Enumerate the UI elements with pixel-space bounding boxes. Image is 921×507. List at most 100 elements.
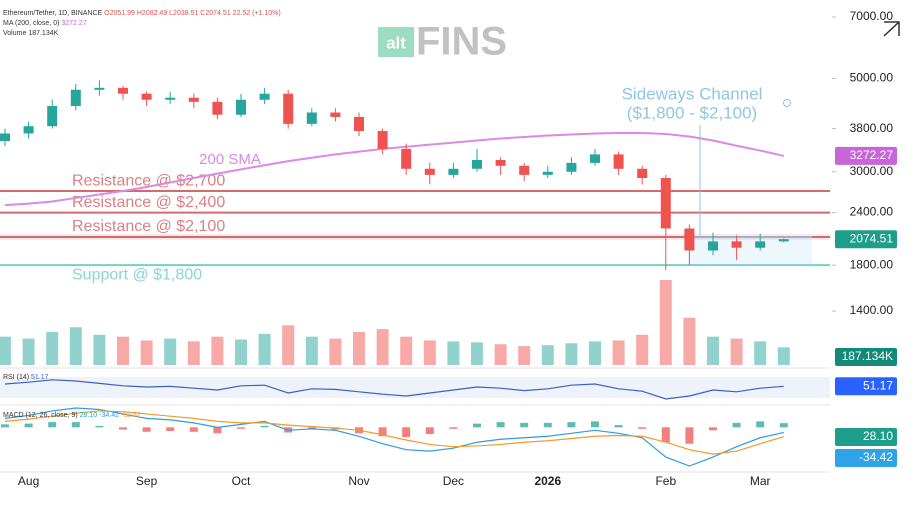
macd-histogram-bar [119,427,127,430]
macd-histogram-bar [685,427,694,444]
candle-body [495,160,506,166]
x-tick-label: Feb [655,474,676,488]
volume-bar [258,333,271,365]
candle-body [566,162,577,172]
level-label: Resistance @ $2,700 [72,172,225,189]
text-part: Volume [3,30,26,37]
volume-bar [329,338,342,365]
macd-histogram-bar [567,422,576,428]
x-tick-label: Mar [750,474,771,488]
candle-body [424,168,435,175]
volume-bar [376,329,389,365]
macd-last-label: -34.42 [859,450,893,464]
y-tick-label: 7000.00 [850,9,894,23]
candle-body [637,168,648,178]
text-part: 187.134K [28,30,58,37]
ma-last-label: 3272.27 [850,148,894,162]
candle-body [0,133,10,142]
y-tick-label: 2400.00 [850,205,894,219]
macd-legend: MACD (12, 26, close, 9) 28.10 -34.42 -62… [3,412,141,419]
volume-bar [400,336,413,365]
price-last-label: 2074.51 [850,231,894,245]
volume-bar [187,341,200,365]
volume-bar [754,341,767,365]
candle-body [212,101,223,115]
candle-body [778,239,789,242]
volume-bar [282,325,295,365]
channel-marker [783,99,791,107]
text-part: 51.17 [31,374,49,381]
text-part: RSI (14) [3,374,29,381]
x-tick-label: Sep [136,474,158,488]
volume-bar [636,334,649,365]
macd-histogram-bar [756,421,765,428]
macd-histogram-bar [520,422,529,428]
y-tick-label: 1800.00 [850,257,894,271]
candle-body [448,168,459,175]
macd-histogram-bar [473,423,481,428]
y-tick-label: 3800.00 [850,121,894,135]
ma-line [4,131,785,207]
candle-body [165,97,176,100]
volume-bar [353,331,365,365]
macd-histogram-bar [732,422,741,428]
candle-body [259,93,270,100]
volume-bar [541,345,554,365]
volume-bar [730,338,743,365]
macd-histogram-bar [425,427,434,435]
volume-bar [423,340,436,365]
axis-panel [832,0,921,507]
watermark-logo: alt FINS [378,20,507,64]
macd-histogram-bar [402,427,411,438]
candle-body [236,99,246,115]
volume-bar [471,342,483,365]
volume-last-label: 187.134K [842,349,893,363]
volume-bar [589,341,601,365]
candle-body [118,87,128,94]
volume-bar [659,280,672,365]
x-tick-label: Aug [18,474,39,488]
x-tick-label: Oct [232,474,251,488]
volume-bar [0,336,11,365]
macd-histogram-bar [638,427,647,429]
macd-histogram-bar [71,422,80,428]
logo-prefix: alt [386,33,406,52]
volume-bar [93,334,106,365]
logo-name: FINS [416,20,507,64]
macd-histogram-bar [48,422,57,428]
macd-histogram-bar [1,424,9,428]
rsi-line [4,379,784,400]
candle-body [94,87,105,90]
candle-body [660,177,671,229]
macd-histogram-bar [591,421,599,428]
macd-last-label-box [835,449,897,467]
level-label: Support @ $1,800 [72,266,202,283]
macd-hist-last-label-box [835,428,897,446]
macd-histogram-bar [95,425,104,428]
volume-bar [494,344,507,365]
text-part: -34.42 [99,412,119,419]
legend-bg [0,8,300,42]
macd-histogram-bar [496,422,505,428]
y-tick-label: 1400.00 [850,303,894,317]
candle-body [188,97,199,102]
candle-body [401,148,412,169]
volume-bar [565,343,578,365]
macd-histogram-bar [166,427,175,432]
text-part: O2051.99 H2082.49 L2038.51 C2074.51 22.5… [104,10,281,17]
macd-histogram-bar [614,425,623,428]
volume-bar [46,331,59,365]
macd-histogram-bar [24,423,33,428]
price-last-label-box [835,230,897,249]
volume-bar [777,347,790,365]
macd-histogram-bar [661,427,670,443]
macd-histogram-bar [142,427,151,432]
logo-box [378,27,414,57]
expand-icon[interactable] [883,21,900,37]
text-part: 3272.27 [61,20,86,27]
macd-hist-last-label: 28.10 [863,429,893,443]
volume-bar [117,336,129,365]
candle-body [684,228,695,251]
